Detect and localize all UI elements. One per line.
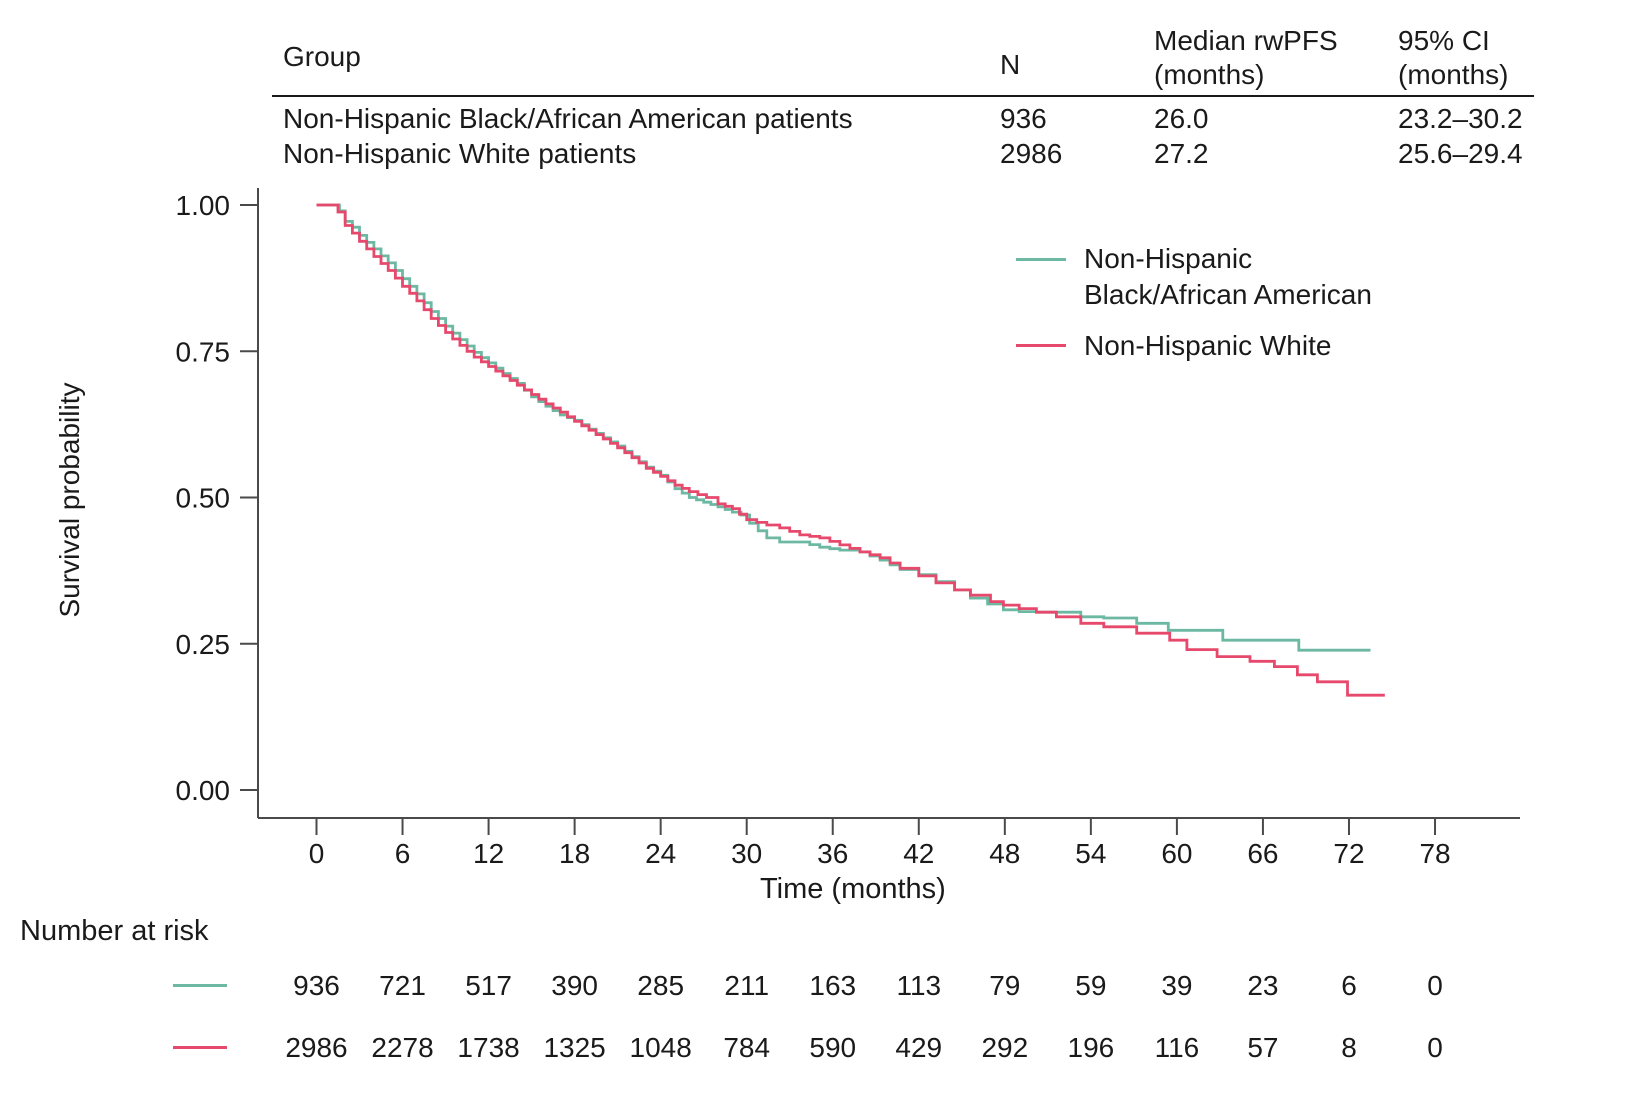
risk-value: 1738 — [457, 1032, 519, 1063]
risk-value: 113 — [896, 970, 941, 1001]
y-tick-labels: 1.00 0.75 0.50 0.25 0.00 — [176, 190, 258, 806]
risk-value: 784 — [723, 1032, 770, 1063]
risk-value: 6 — [1341, 970, 1357, 1001]
survival-curves — [316, 203, 1385, 697]
table-header-median-line1: Median rwPFS — [1154, 25, 1338, 56]
x-tick-label: 0 — [309, 838, 325, 869]
risk-value: 2986 — [285, 1032, 347, 1063]
x-tick-label: 6 — [395, 838, 411, 869]
table-header-median-line2: (months) — [1154, 59, 1265, 90]
legend-label-black-aa-line1: Non-Hispanic — [1084, 243, 1253, 274]
risk-value: 59 — [1075, 970, 1106, 1001]
x-tick-label: 54 — [1075, 838, 1106, 869]
x-tick-label: 36 — [817, 838, 848, 869]
risk-value: 429 — [895, 1032, 942, 1063]
risk-value: 39 — [1161, 970, 1192, 1001]
risk-value: 196 — [1068, 1032, 1115, 1063]
risk-value: 0 — [1427, 970, 1443, 1001]
y-tick-label: 0.25 — [176, 629, 231, 660]
legend-line-black-aa — [1016, 258, 1066, 261]
x-tick-label: 72 — [1333, 838, 1364, 869]
x-tick-label: 18 — [559, 838, 590, 869]
risk-value: 1048 — [630, 1032, 692, 1063]
risk-value: 211 — [724, 970, 769, 1001]
x-tick-label: 24 — [645, 838, 676, 869]
table-header-ci-line2: (months) — [1398, 59, 1509, 90]
table-row2-n: 2986 — [1000, 138, 1063, 169]
table-row1-group: Non-Hispanic Black/African American pati… — [283, 103, 853, 134]
table-row1-ci: 23.2–30.2 — [1398, 103, 1523, 134]
legend-label-black-aa-line2: Black/African American — [1084, 279, 1372, 310]
number-at-risk-values: 936 721 517 390 285 211 163 113 79 59 39 23 6 0 2986 22… — [285, 970, 1442, 1063]
x-tick-label: 30 — [731, 838, 762, 869]
y-tick-label: 0.00 — [176, 775, 231, 806]
risk-value: 0 — [1427, 1032, 1443, 1063]
risk-value: 79 — [989, 970, 1020, 1001]
risk-value: 590 — [809, 1032, 856, 1063]
x-tick-label: 12 — [473, 838, 504, 869]
x-tick-label: 60 — [1161, 838, 1192, 869]
x-tick-labels: 0 6 12 18 24 30 36 42 48 54 60 66 72 78 — [309, 818, 1451, 869]
y-axis-title: Survival probability — [54, 382, 85, 618]
risk-value: 163 — [809, 970, 856, 1001]
table-header-ci-line1: 95% CI — [1398, 25, 1490, 56]
y-tick-label: 0.75 — [176, 336, 231, 367]
risk-row-swatch-white — [173, 1046, 227, 1049]
table-divider — [272, 95, 1534, 97]
table-header-group: Group — [283, 41, 361, 72]
y-tick-label: 1.00 — [176, 190, 231, 221]
number-at-risk-title: Number at risk — [20, 915, 209, 947]
x-tick-label: 66 — [1247, 838, 1278, 869]
risk-value: 116 — [1155, 1032, 1200, 1063]
table-row1-n: 936 — [1000, 103, 1047, 134]
x-tick-label: 78 — [1419, 838, 1450, 869]
axes — [257, 188, 1520, 819]
risk-value: 285 — [637, 970, 684, 1001]
risk-value: 57 — [1247, 1032, 1278, 1063]
risk-row-swatch-black-aa — [173, 984, 227, 987]
risk-value: 517 — [465, 970, 512, 1001]
risk-value: 936 — [293, 970, 340, 1001]
table-header-n: N — [1000, 49, 1021, 80]
risk-value: 2278 — [371, 1032, 433, 1063]
table-row2-ci: 25.6–29.4 — [1398, 138, 1523, 169]
risk-value: 23 — [1247, 970, 1278, 1001]
x-tick-label: 42 — [903, 838, 934, 869]
risk-value: 390 — [551, 970, 598, 1001]
risk-value: 292 — [981, 1032, 1028, 1063]
table-row2-median: 27.2 — [1154, 138, 1209, 169]
risk-value: 1325 — [543, 1032, 605, 1063]
x-tick-label: 48 — [989, 838, 1020, 869]
risk-value: 721 — [379, 970, 426, 1001]
y-tick-label: 0.50 — [176, 483, 231, 514]
table-row1-median: 26.0 — [1154, 103, 1209, 134]
risk-value: 8 — [1341, 1032, 1357, 1063]
legend-label-white: Non-Hispanic White — [1084, 330, 1332, 361]
legend-line-white — [1016, 344, 1066, 347]
table-row2-group: Non-Hispanic White patients — [283, 138, 637, 169]
x-axis-title: Time (months) — [760, 873, 946, 905]
survival-curve-white — [316, 203, 1385, 697]
